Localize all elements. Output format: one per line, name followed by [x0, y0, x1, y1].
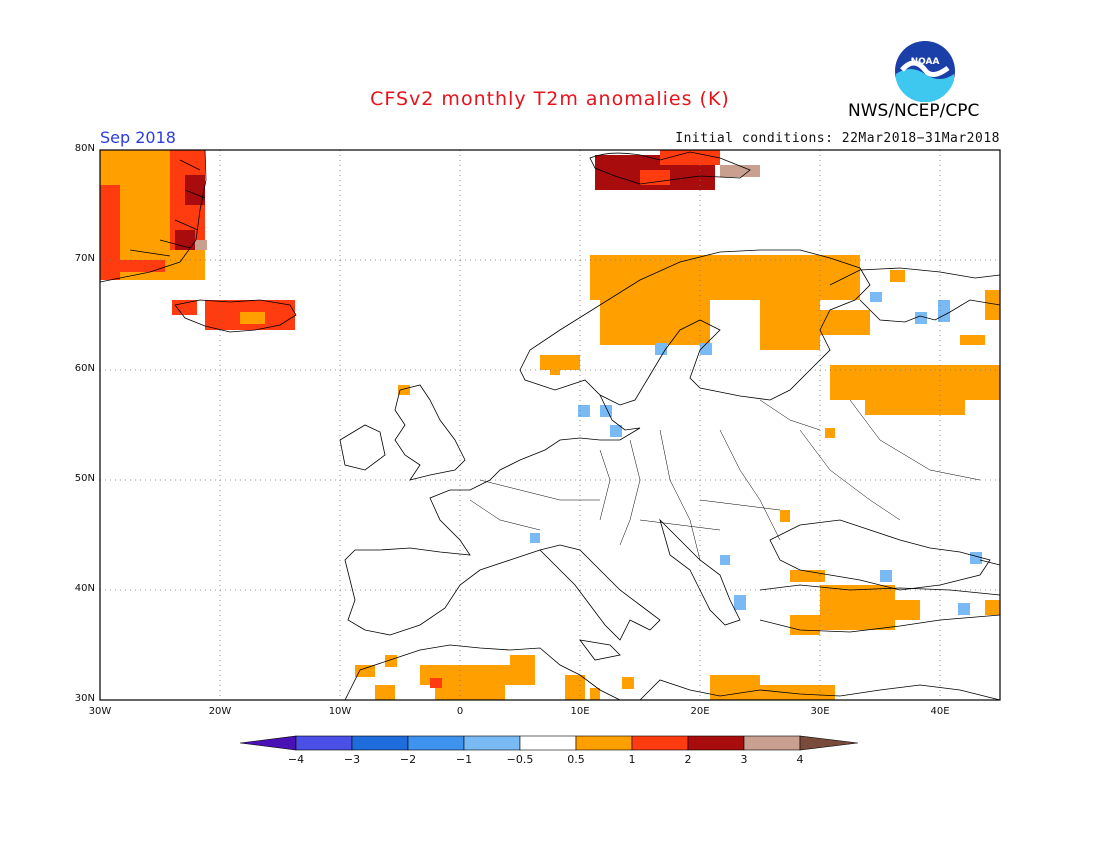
initial-conditions: Initial conditions: 22Mar2018−31Mar2018 [675, 131, 1000, 146]
anomaly-cell [120, 260, 165, 272]
colorbar-label: −3 [343, 753, 361, 766]
anomaly-cell [355, 665, 375, 677]
organization-label: NWS/NCEP/CPC [848, 101, 980, 121]
anomaly-cell [185, 175, 205, 205]
colorbar-segment [407, 735, 465, 751]
colorbar-min-arrow [239, 735, 297, 751]
lon-tick-label: 20E [690, 706, 710, 717]
colorbar-label: 3 [740, 753, 748, 766]
anomaly-cell [760, 685, 835, 700]
anomaly-cell [734, 595, 746, 610]
colorbar-label: 2 [684, 753, 692, 766]
anomaly-cell [970, 552, 982, 564]
anomaly-cell [530, 533, 540, 543]
anomaly-cells [100, 150, 1000, 700]
colorbar-segment [519, 735, 577, 751]
anomaly-cell [100, 185, 120, 280]
map-frame [99, 149, 1001, 701]
anomaly-cell [958, 603, 970, 615]
anomaly-cell [895, 600, 920, 620]
anomaly-cell [985, 290, 1000, 320]
lat-tick-label: 60N [74, 363, 95, 374]
anomaly-cell [700, 343, 712, 355]
country-borders [469, 399, 981, 561]
anomaly-cell [865, 385, 965, 415]
colorbar-label: 0.5 [567, 753, 585, 766]
map-title: CFSv2 monthly T2m anomalies (K) [370, 88, 730, 110]
anomaly-cell [578, 405, 590, 417]
anomaly-cell [915, 312, 927, 324]
anomaly-cell [195, 240, 207, 250]
colorbar-segment [575, 735, 633, 751]
anomaly-cell [398, 385, 410, 395]
lon-tick-label: 10E [570, 706, 590, 717]
anomaly-cell [870, 292, 882, 302]
lat-tick-label: 30N [74, 693, 95, 704]
lon-tick-label: 20W [208, 706, 232, 717]
anomaly-cell [172, 300, 197, 315]
lon-tick-label: 30E [810, 706, 830, 717]
anomaly-cell [880, 570, 892, 582]
colorbar-segment [295, 735, 353, 751]
colorbar-segment [463, 735, 521, 751]
anomaly-cell [790, 615, 820, 635]
anomaly-cell [430, 678, 442, 688]
anomaly-cell [960, 335, 985, 345]
forecast-period: Sep 2018 [100, 128, 176, 147]
lon-tick-label: 40E [930, 706, 950, 717]
anomaly-cell [385, 655, 397, 667]
colorbar-segment [351, 735, 409, 751]
anomaly-cell [140, 195, 170, 220]
lon-tick-label: 0 [456, 706, 464, 717]
anomaly-cell [985, 600, 1000, 615]
colorbar-max-arrow [799, 735, 859, 751]
colorbar-segment [687, 735, 745, 751]
anomaly-cell [240, 312, 265, 324]
svg-text:NOAA: NOAA [911, 57, 940, 67]
lat-tick-label: 80N [74, 143, 95, 154]
anomaly-cell [820, 585, 895, 630]
anomaly-cell [565, 675, 585, 700]
lat-tick-label: 50N [74, 473, 95, 484]
anomaly-cell [985, 375, 1000, 395]
anomaly-cell [622, 677, 634, 689]
colorbar-label: 1 [628, 753, 636, 766]
lon-tick-label: 30W [88, 706, 112, 717]
lat-tick-label: 70N [74, 253, 95, 264]
anomaly-cell [780, 510, 790, 522]
anomaly-cell [720, 165, 760, 177]
anomaly-cell [825, 428, 835, 438]
anomaly-cell [660, 150, 720, 165]
colorbar-label: −0.5 [506, 753, 534, 766]
colorbar-label: −1 [455, 753, 473, 766]
anomaly-cell [760, 290, 820, 350]
lon-tick-label: 10W [328, 706, 352, 717]
colorbar-label: −4 [287, 753, 305, 766]
anomaly-cell [720, 555, 730, 565]
colorbar-segment [743, 735, 801, 751]
noaa-logo-icon: NOAA [895, 41, 955, 102]
anomaly-cell [375, 685, 395, 700]
anomaly-cell [600, 295, 710, 345]
graticule [100, 150, 1000, 700]
anomaly-cell [610, 425, 622, 437]
colorbar-label: 4 [796, 753, 804, 766]
anomaly-cell [590, 688, 600, 700]
lat-tick-label: 40N [74, 583, 95, 594]
colorbar-label: −2 [399, 753, 417, 766]
anomaly-cell [510, 655, 535, 685]
anomaly-cell [890, 270, 905, 282]
anomaly-cell [435, 675, 505, 700]
colorbar-segment [631, 735, 689, 751]
coastlines [99, 149, 1001, 701]
